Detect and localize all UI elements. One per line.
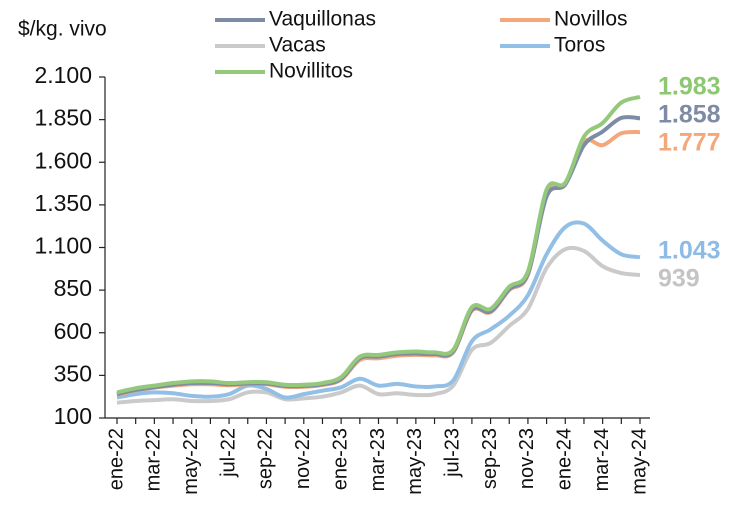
x-tick-label: sep-23: [479, 428, 501, 489]
x-tick-label: mar-22: [143, 428, 165, 491]
y-tick-label: 1.100: [34, 233, 92, 259]
axis-label: $/kg. vivo: [18, 18, 107, 41]
x-tick-label: ene-22: [105, 428, 127, 490]
series-line: [116, 115, 641, 397]
x-tick-label: nov-22: [292, 428, 314, 489]
x-tick-label: may-24: [628, 428, 650, 495]
x-tick-label: may-23: [404, 428, 426, 495]
end-value-label: 1.858: [658, 100, 721, 128]
legend-label: Novillos: [554, 8, 628, 31]
x-tick-label: jul-22: [217, 428, 239, 478]
x-tick-label: jul-23: [441, 428, 463, 478]
x-tick-label: ene-24: [554, 428, 576, 490]
y-tick-label: 1.850: [34, 105, 92, 131]
series-line: [116, 95, 641, 395]
y-tick-label: 850: [54, 275, 92, 301]
y-tick-label: 100: [54, 403, 92, 429]
x-tick-label: sep-22: [255, 428, 277, 489]
legend-label: Toros: [554, 34, 605, 57]
y-tick-label: 2.100: [34, 62, 92, 88]
x-tick-label: may-22: [180, 428, 202, 495]
y-tick-label: 350: [54, 360, 92, 386]
x-tick-label: nov-23: [516, 428, 538, 489]
y-tick-label: 600: [54, 318, 92, 344]
end-value-label: 1.043: [658, 237, 721, 265]
legend-label: Vaquillonas: [269, 8, 376, 31]
end-value-label: 1.983: [658, 72, 721, 100]
y-tick-label: 1.600: [34, 147, 92, 173]
x-tick-label: mar-24: [591, 428, 613, 491]
x-tick-label: ene-23: [329, 428, 351, 490]
series-line: [116, 220, 641, 400]
y-tick-label: 1.350: [34, 190, 92, 216]
end-value-label: 939: [658, 265, 700, 293]
legend-label: Vacas: [269, 34, 326, 57]
end-value-label: 1.777: [658, 128, 721, 156]
legend-label: Novillitos: [269, 60, 353, 83]
series-line: [116, 245, 641, 405]
x-tick-label: mar-23: [367, 428, 389, 491]
